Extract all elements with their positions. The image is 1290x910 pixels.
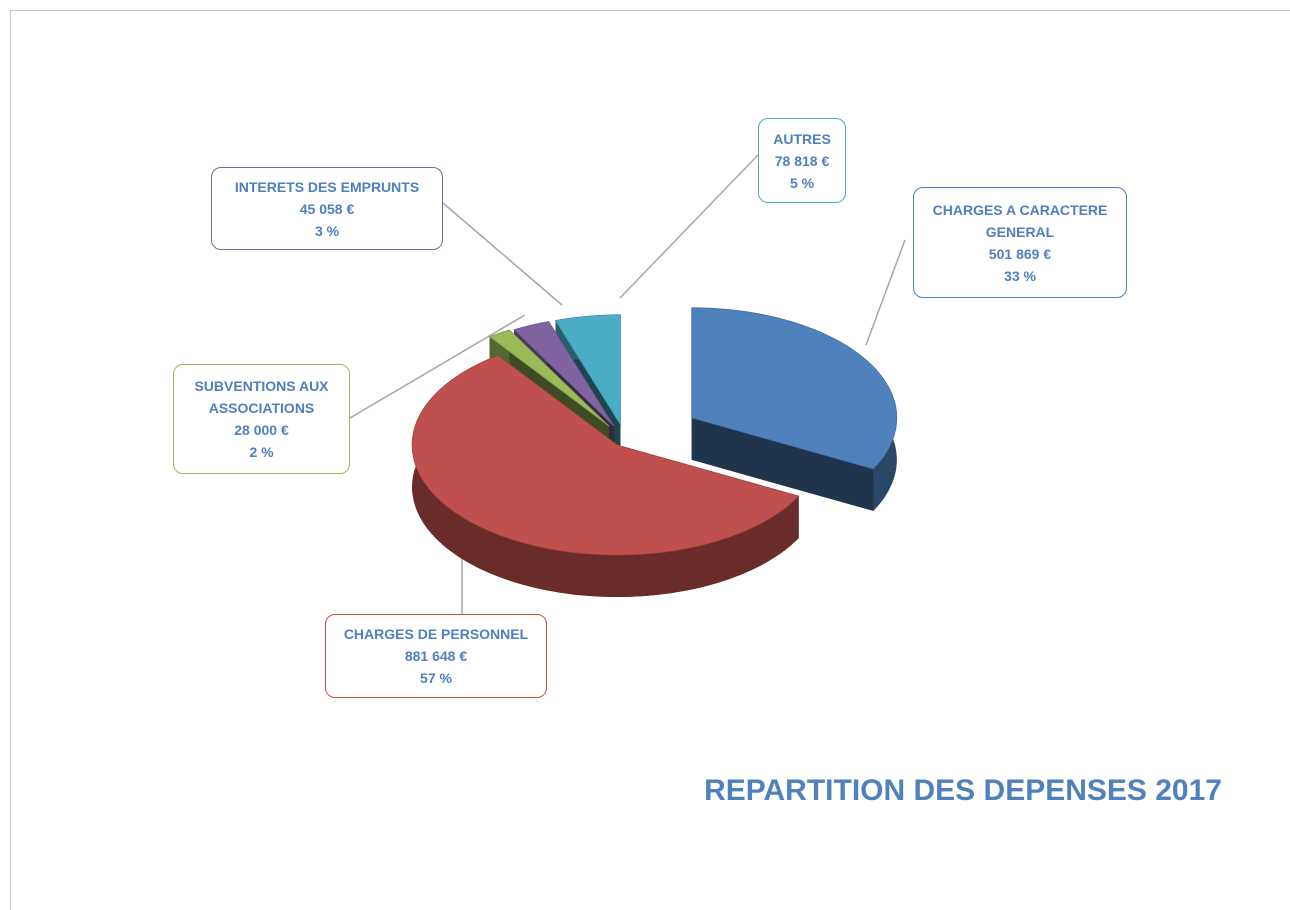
percent-label: 33 % (1004, 267, 1036, 284)
category-label: CHARGES A CARACTERE GENERAL (932, 201, 1108, 240)
data-label: INTERETS DES EMPRUNTS 45 058 € 3 % (211, 167, 443, 250)
chart-frame (10, 10, 1290, 910)
category-label: INTERETS DES EMPRUNTS (234, 178, 420, 195)
value-label: 28 000 € (234, 422, 289, 438)
percent-label: 2 % (249, 444, 274, 460)
category-label: SUBVENTIONS AUX ASSOCIATIONS (194, 378, 329, 416)
value-label: 78 818 € (774, 152, 830, 169)
value-label: 501 869 € (988, 245, 1052, 262)
data-label: CHARGES A CARACTERE GENERAL 501 869 € 33 % (913, 187, 1127, 298)
category-label: CHARGES DE PERSONNEL (343, 626, 529, 642)
leader-line (619, 154, 759, 299)
leader-line (865, 239, 906, 346)
percent-label: 5 % (789, 174, 815, 191)
leader-line (349, 314, 526, 419)
value-label: 45 058 € (299, 200, 355, 217)
category-label: AUTRES (773, 130, 831, 147)
chart-title: REPARTITION DES DEPENSES 2017 (704, 774, 1222, 807)
slice (513, 321, 615, 427)
slice (411, 355, 800, 556)
data-label: AUTRES 78 818 € 5 % (758, 118, 846, 203)
slice (554, 314, 621, 427)
data-label: CHARGES DE PERSONNEL 881 648 € 57 % (325, 614, 547, 698)
value-label: 881 648 € (404, 648, 468, 664)
slice (691, 307, 898, 470)
slice-wall (691, 417, 874, 511)
percent-label: 57 % (420, 670, 452, 686)
percent-label: 3 % (314, 222, 340, 239)
data-label: SUBVENTIONS AUX ASSOCIATIONS 28 000 € 2 % (173, 364, 350, 474)
slice (488, 329, 610, 427)
leader-line (442, 202, 563, 306)
